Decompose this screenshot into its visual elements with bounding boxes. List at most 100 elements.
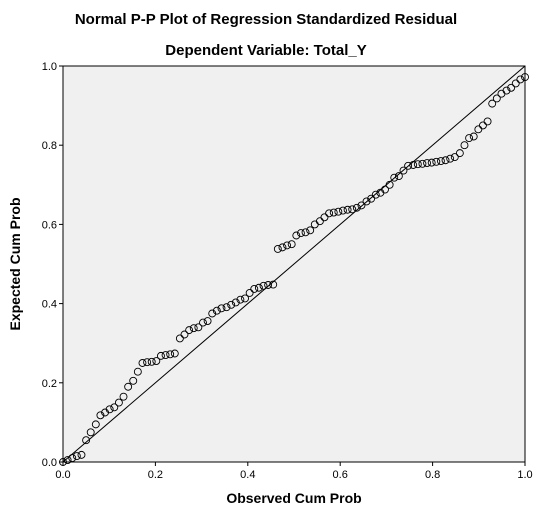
data-point (339, 206, 347, 215)
y-tick-label: 0.6 (42, 219, 57, 231)
data-point (409, 161, 418, 169)
data-point (138, 359, 147, 367)
data-point (59, 458, 67, 466)
data-point (194, 323, 203, 332)
data-point (450, 153, 459, 162)
data-point (254, 283, 263, 292)
data-point (161, 351, 170, 360)
data-point (273, 245, 282, 253)
data-point (114, 398, 123, 407)
data-point (259, 281, 268, 290)
data-point (371, 190, 380, 199)
data-point (502, 86, 511, 95)
data-point (511, 79, 520, 88)
data-point (479, 121, 487, 130)
data-point (208, 309, 217, 318)
data-point (119, 392, 128, 401)
data-point (329, 208, 338, 217)
x-tick-label: 1.0 (517, 469, 532, 481)
data-point (483, 117, 492, 126)
data-point (474, 125, 483, 134)
data-point (352, 203, 361, 212)
data-point (72, 452, 81, 461)
data-point (203, 317, 212, 325)
data-point (189, 324, 198, 333)
data-point (413, 160, 422, 169)
data-point (283, 241, 292, 250)
data-point (96, 411, 105, 420)
data-point (320, 213, 329, 222)
data-point (446, 154, 455, 163)
data-point (269, 280, 278, 289)
chart-title: Normal P-P Plot of Regression Standardiz… (75, 11, 457, 28)
data-point (334, 207, 343, 216)
data-points (59, 73, 529, 466)
x-axis-label: Observed Cum Prob (226, 490, 361, 506)
x-tick-label: 0.8 (425, 469, 440, 481)
chart-subtitle: Dependent Variable: Total_Y (165, 42, 366, 59)
data-point (418, 159, 427, 168)
data-point (488, 99, 497, 108)
y-tick-label: 0.0 (42, 457, 57, 469)
data-point (250, 284, 259, 293)
data-point (143, 358, 152, 367)
y-tick-label: 0.8 (42, 140, 57, 152)
reference-line (62, 65, 526, 463)
data-point (427, 158, 436, 167)
data-point (129, 376, 138, 385)
y-tick-label: 0.2 (42, 378, 57, 390)
data-point (264, 281, 273, 289)
data-point (105, 405, 114, 414)
data-point (315, 217, 324, 226)
x-tick-label: 0.2 (148, 469, 163, 481)
data-point (301, 228, 310, 237)
data-point (236, 295, 245, 304)
y-axis-label: Expected Cum Prob (7, 197, 23, 330)
data-point (147, 357, 156, 366)
data-point (227, 300, 236, 309)
data-point (77, 450, 86, 459)
data-point (306, 226, 315, 235)
data-point (436, 157, 445, 165)
data-point (156, 351, 165, 360)
data-point (507, 83, 516, 92)
axis-ticks: 0.0 0.2 0.4 0.6 0.8 1.0 0.0 0.2 0.4 0.6 0.8 1.0 (42, 61, 533, 481)
data-point (469, 132, 478, 141)
data-point (86, 428, 95, 437)
data-point (399, 166, 408, 175)
data-point (245, 288, 254, 297)
data-point (357, 201, 366, 210)
data-point (465, 134, 474, 143)
data-point (185, 326, 194, 335)
data-point (381, 185, 389, 194)
y-tick-label: 1.0 (42, 61, 57, 73)
data-point (278, 243, 287, 252)
data-point (91, 420, 100, 429)
x-tick-label: 0.6 (333, 469, 348, 481)
reference-line-group (62, 65, 526, 463)
data-point (68, 454, 77, 462)
data-point (460, 141, 469, 150)
data-point (362, 197, 371, 206)
data-point (385, 180, 394, 189)
data-point (394, 172, 403, 181)
data-point (325, 209, 334, 218)
data-point (367, 194, 376, 203)
data-point (199, 318, 207, 327)
data-point (516, 75, 525, 84)
data-point (241, 294, 249, 303)
data-point (521, 73, 529, 82)
data-point (432, 157, 441, 166)
data-point (133, 367, 142, 376)
data-point (231, 298, 240, 307)
data-point (296, 229, 305, 238)
y-tick-label: 0.4 (42, 299, 57, 311)
data-point (63, 456, 72, 464)
data-point (166, 350, 175, 359)
data-point (404, 161, 413, 170)
data-point (343, 205, 352, 214)
data-point (390, 173, 399, 182)
data-point (217, 304, 226, 313)
data-point (348, 205, 357, 214)
data-point (222, 303, 231, 312)
